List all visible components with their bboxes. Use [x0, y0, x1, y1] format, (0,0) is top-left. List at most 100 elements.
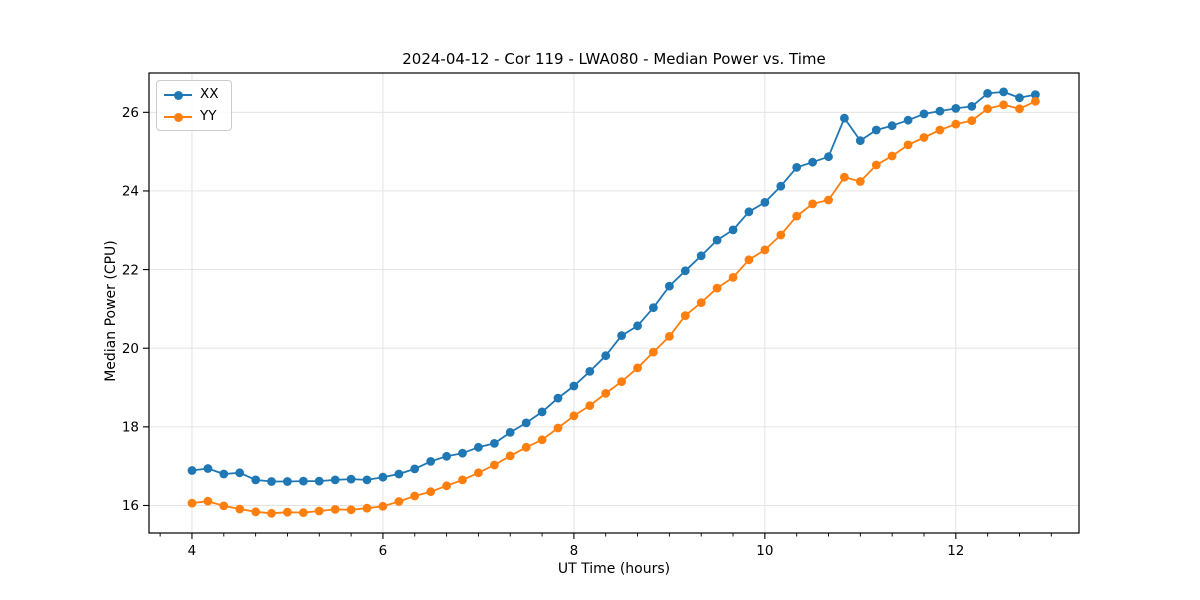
- data-point: [1031, 90, 1040, 99]
- data-point: [967, 102, 977, 111]
- data-point: [665, 332, 674, 341]
- data-point: [903, 115, 913, 125]
- data-point: [728, 225, 738, 235]
- data-point: [330, 475, 340, 485]
- data-point: [442, 451, 451, 461]
- data-point: [712, 235, 722, 245]
- data-point: [267, 477, 276, 486]
- plot-border: [148, 72, 1080, 534]
- data-point: [426, 457, 436, 466]
- x-minor-ticks: [159, 533, 1052, 537]
- data-point: [792, 163, 802, 172]
- series-YY: [187, 96, 1040, 518]
- data-point: [680, 266, 690, 276]
- y-axis-label: Median Power (CPU): [103, 240, 119, 382]
- data-point: [999, 100, 1008, 110]
- data-point: [824, 195, 833, 205]
- data-point: [601, 351, 611, 361]
- data-point: [490, 460, 499, 470]
- data-point: [569, 381, 579, 391]
- data-point: [760, 198, 770, 207]
- legend-line-marker-icon: [164, 112, 192, 122]
- data-point: [617, 377, 626, 386]
- data-point: [776, 230, 786, 240]
- data-point: [330, 505, 340, 514]
- gridlines: [149, 73, 1079, 533]
- data-point: [935, 125, 945, 135]
- data-point: [728, 273, 738, 282]
- series-XX-line: [191, 91, 1036, 483]
- data-point: [855, 177, 865, 186]
- data-point: [251, 507, 261, 517]
- data-point: [346, 505, 356, 515]
- x-tick-label: 6: [379, 543, 388, 559]
- data-point: [871, 160, 881, 170]
- data-point: [585, 367, 595, 376]
- legend-label-XX: XX: [200, 86, 219, 102]
- y-tick-label: 26: [122, 105, 139, 121]
- data-point: [649, 347, 658, 357]
- data-point: [283, 507, 292, 517]
- legend-item-YY: YY: [164, 108, 219, 125]
- data-point: [235, 504, 245, 514]
- x-axis: 4 6 8 10 12: [188, 533, 964, 559]
- data-point: [362, 475, 372, 485]
- data-point: [776, 181, 786, 191]
- data-point: [410, 491, 420, 501]
- data-point: [362, 503, 372, 513]
- data-point: [887, 121, 897, 131]
- data-point: [378, 472, 388, 482]
- data-point: [187, 498, 197, 508]
- data-point: [458, 448, 467, 458]
- chart-title: 2024-04-12 - Cor 119 - LWA080 - Median P…: [402, 50, 826, 68]
- data-point: [553, 423, 563, 433]
- data-point: [649, 303, 658, 313]
- data-point: [314, 476, 324, 486]
- data-point: [760, 245, 770, 255]
- data-point: [665, 281, 674, 291]
- data-point: [792, 211, 802, 221]
- series-YY-line: [191, 100, 1036, 515]
- data-point: [633, 363, 642, 373]
- y-axis: 16 18 20 22 24 26: [122, 105, 149, 514]
- y-tick-label: 16: [122, 498, 139, 514]
- data-point: [346, 474, 356, 484]
- data-point: [203, 496, 213, 506]
- series-XX: [187, 87, 1040, 486]
- data-point: [808, 199, 817, 209]
- data-point: [999, 87, 1008, 97]
- data-point: [855, 136, 865, 146]
- data-point: [1015, 93, 1024, 103]
- data-point: [521, 442, 531, 452]
- data-point: [744, 255, 754, 265]
- data-point: [1031, 96, 1040, 106]
- data-point: [219, 501, 229, 511]
- data-point: [442, 481, 451, 491]
- data-point: [840, 113, 849, 123]
- x-tick-label: 12: [947, 543, 964, 559]
- data-point: [458, 475, 467, 485]
- data-point: [505, 428, 515, 437]
- x-tick-label: 10: [756, 543, 773, 559]
- data-point: [919, 133, 929, 142]
- data-point: [553, 393, 563, 403]
- data-point: [187, 466, 197, 475]
- data-point: [251, 475, 261, 485]
- data-point: [712, 283, 722, 293]
- y-tick-label: 24: [122, 184, 139, 200]
- data-point: [283, 477, 292, 486]
- data-point: [537, 435, 547, 445]
- data-point: [394, 497, 404, 506]
- data-point: [474, 442, 483, 452]
- data-point: [378, 501, 388, 511]
- data-point: [410, 464, 420, 474]
- data-point: [935, 106, 945, 116]
- data-point: [824, 152, 833, 162]
- legend-label-YY: YY: [200, 108, 217, 124]
- data-point: [967, 116, 977, 125]
- data-point: [235, 468, 245, 478]
- data-point: [744, 207, 754, 217]
- data-point: [633, 321, 642, 331]
